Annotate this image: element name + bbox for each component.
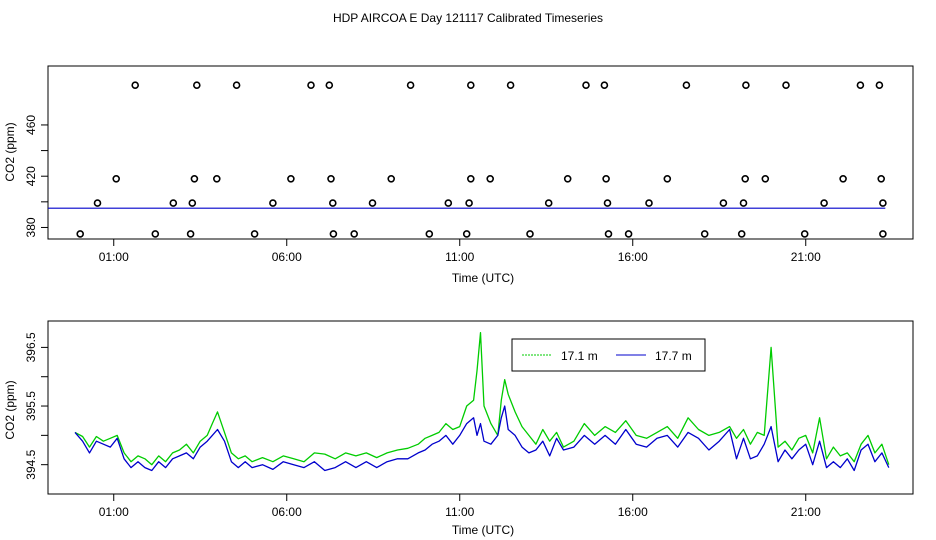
figure-title: HDP AIRCOA E Day 121117 Calibrated Times… [333, 11, 603, 25]
data-point [737, 230, 746, 238]
data-point [387, 175, 396, 183]
data-point [700, 230, 709, 238]
bottom-panel: 01:00 06:00 11:00 16:00 21:00 394.5 395.5 396.5… [3, 320, 914, 537]
top-x-axis-label: Time (UTC) [452, 271, 514, 285]
top-x-tick-label: 01:00 [99, 250, 129, 264]
data-point [328, 199, 337, 207]
data-point [600, 81, 609, 89]
data-point [879, 199, 887, 207]
legend-label-17-7m: 17.7 m [655, 349, 692, 363]
data-point [603, 199, 612, 207]
data-point [604, 230, 613, 238]
bottom-x-tick-label: 11:00 [445, 505, 474, 519]
data-point [879, 230, 887, 238]
data-point [465, 199, 473, 207]
data-point [350, 230, 359, 238]
data-point [250, 230, 259, 238]
bottom-panel-marks [74, 332, 890, 472]
top-x-tick-label: 06:00 [272, 250, 302, 264]
data-point [875, 81, 884, 89]
data-point [325, 81, 334, 89]
legend: 17.1 m 17.7 m [511, 338, 706, 372]
top-y-tick-label: 380 [24, 217, 38, 237]
data-point [820, 199, 828, 207]
top-y-tick-label: 420 [24, 166, 38, 186]
bottom-plot-frame [47, 320, 914, 495]
data-point [213, 175, 221, 183]
bottom-y-axis-label: CO2 (ppm) [3, 380, 17, 439]
data-point [742, 81, 750, 89]
top-plot-frame [47, 65, 914, 240]
data-point [800, 230, 809, 238]
data-point [663, 175, 672, 183]
bottom-y-tick-label: 395.5 [24, 391, 38, 421]
data-point [486, 175, 495, 183]
data-point [462, 230, 471, 238]
data-point [466, 81, 475, 89]
top-x-tick-label: 11:00 [445, 250, 474, 264]
data-point [877, 175, 886, 183]
data-point [368, 199, 377, 207]
bottom-x-tick-label: 01:00 [99, 505, 129, 519]
data-point [582, 81, 590, 89]
top-y-tick-label: 460 [24, 115, 38, 135]
data-point [682, 81, 691, 89]
data-point [76, 230, 84, 238]
data-point [232, 81, 241, 89]
data-point [602, 175, 610, 183]
data-point [425, 230, 434, 238]
bottom-y-tick-label: 394.5 [24, 449, 38, 479]
data-point [186, 230, 195, 238]
data-point [329, 230, 338, 238]
series-line-17-7m [74, 405, 890, 472]
data-point [193, 81, 201, 89]
data-point [93, 199, 102, 207]
data-point [544, 199, 553, 207]
data-point [188, 199, 197, 207]
data-point [645, 199, 653, 207]
data-point [466, 175, 475, 183]
data-point [406, 81, 415, 89]
bottom-y-tick-label: 396.5 [24, 332, 38, 362]
data-point [327, 175, 335, 183]
data-point [269, 199, 277, 207]
data-point [761, 175, 770, 183]
legend-label-17-1m: 17.1 m [561, 349, 598, 363]
top-panel-axes: 01:00 06:00 11:00 16:00 21:00 380 420 460 [24, 115, 821, 264]
bottom-panel-axes: 01:00 06:00 11:00 16:00 21:00 394.5 395.5 396.5 [24, 332, 821, 519]
data-point [112, 175, 120, 183]
top-panel: 01:00 06:00 11:00 16:00 21:00 380 420 460 Time … [3, 65, 914, 285]
data-point [782, 81, 790, 89]
data-point [719, 199, 728, 207]
data-point [526, 230, 534, 238]
bottom-x-tick-label: 06:00 [272, 505, 302, 519]
data-point [190, 175, 199, 183]
data-point [739, 199, 748, 207]
top-x-tick-label: 21:00 [791, 250, 821, 264]
data-point [444, 199, 453, 207]
top-y-axis-label: CO2 (ppm) [3, 122, 17, 181]
top-panel-marks [48, 81, 887, 238]
data-point [839, 175, 847, 183]
bottom-x-axis-label: Time (UTC) [452, 523, 514, 537]
bottom-x-tick-label: 16:00 [618, 505, 648, 519]
bottom-x-tick-label: 21:00 [791, 505, 821, 519]
data-point [287, 175, 295, 183]
data-point [563, 175, 572, 183]
data-point [169, 199, 178, 207]
data-point [624, 230, 633, 238]
data-point [131, 81, 139, 89]
data-point [307, 81, 315, 89]
top-x-tick-label: 16:00 [618, 250, 648, 264]
data-point [151, 230, 160, 238]
series-line-17-1m [74, 332, 890, 466]
data-point [856, 81, 865, 89]
data-point [506, 81, 515, 89]
data-point [741, 175, 750, 183]
